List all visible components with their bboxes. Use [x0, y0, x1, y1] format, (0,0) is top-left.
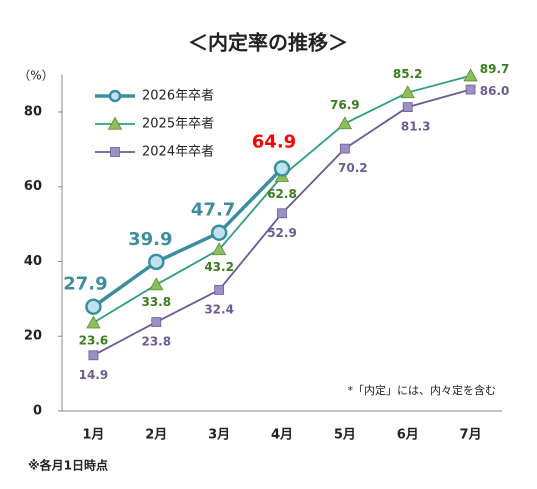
data-label: 39.9 [128, 229, 172, 250]
y-axis-label: （%） [18, 69, 53, 83]
data-point [465, 84, 476, 95]
data-label: 23.8 [141, 335, 171, 349]
footnote: ※各月1日時点 [28, 458, 108, 473]
y-tick-label: 40 [24, 254, 42, 269]
legend-label: 2025年卒者 [142, 117, 214, 132]
data-label: 85.2 [393, 67, 423, 81]
x-tick-label: 3月 [208, 428, 230, 443]
data-label: 89.7 [480, 62, 510, 76]
chart-title: ＜内定率の推移＞ [188, 31, 348, 55]
legend-marker [108, 89, 122, 103]
legend-marker [107, 116, 123, 130]
x-tick-label: 2月 [145, 428, 167, 443]
y-tick-label: 20 [24, 329, 42, 344]
x-tick-label: 4月 [271, 428, 293, 443]
data-point [337, 116, 353, 130]
data-point [86, 315, 101, 329]
y-tick-label: 0 [33, 404, 42, 419]
data-point [210, 224, 228, 241]
data-point [211, 242, 227, 256]
data-label: 64.9 [252, 131, 296, 152]
data-label: 86.0 [480, 84, 510, 98]
annotation: *「内定」には、内々定を含む [348, 383, 497, 397]
data-label: 33.8 [141, 295, 171, 309]
data-point [402, 102, 413, 113]
x-tick-label: 1月 [82, 428, 104, 443]
data-label: 14.9 [79, 368, 109, 382]
data-label: 43.2 [204, 260, 234, 274]
data-label: 23.6 [79, 333, 109, 347]
data-point [149, 277, 164, 291]
data-label: 70.2 [338, 161, 368, 175]
data-label: 81.3 [401, 120, 431, 134]
data-label: 47.7 [191, 200, 235, 221]
data-point [273, 160, 291, 177]
data-label: 27.9 [63, 274, 107, 295]
data-point [339, 143, 350, 154]
x-tick-label: 7月 [460, 428, 482, 443]
series-line [92, 167, 284, 309]
data-point [148, 253, 165, 271]
data-label: 62.8 [267, 187, 297, 201]
data-label: 52.9 [267, 226, 297, 240]
x-tick-label: 6月 [397, 428, 419, 443]
data-point [88, 350, 99, 361]
legend-label: 2024年卒者 [142, 145, 214, 160]
data-point [277, 208, 287, 219]
x-tick-label: 5月 [334, 428, 356, 443]
legend-marker [110, 147, 120, 157]
data-point [400, 85, 415, 99]
data-point [85, 298, 102, 315]
y-tick-label: 80 [24, 104, 42, 119]
legend-label: 2026年卒者 [142, 89, 214, 104]
data-point [214, 284, 225, 295]
data-label: 76.9 [330, 98, 360, 112]
data-point [463, 68, 478, 82]
data-label: 32.4 [204, 302, 234, 316]
data-point [151, 317, 162, 327]
y-tick-label: 60 [24, 179, 42, 194]
